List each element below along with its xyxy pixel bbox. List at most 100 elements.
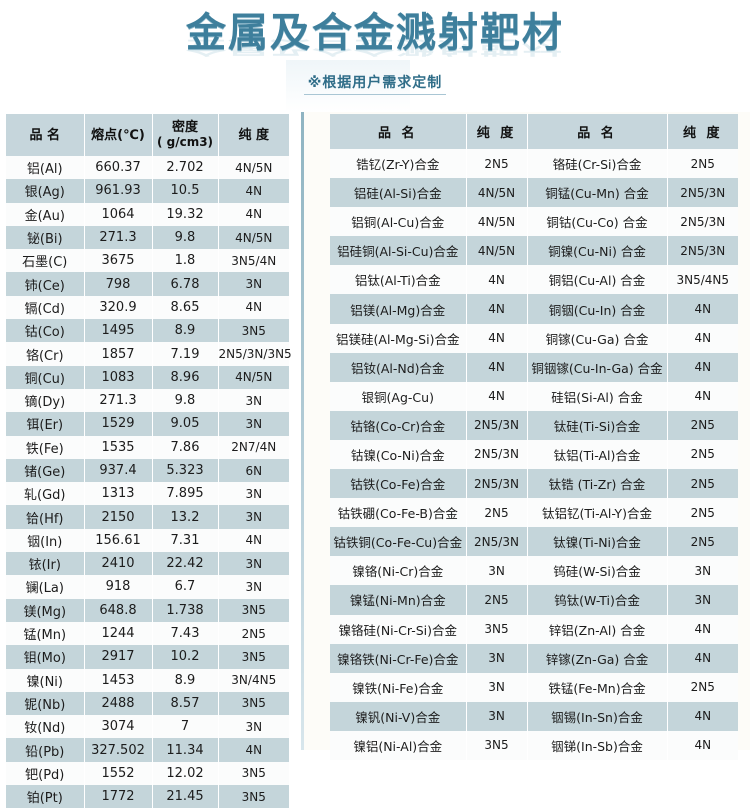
density-cell: 10.2 (152, 645, 219, 669)
density-cell: 9.8 (152, 225, 219, 250)
table-row: 铝镁(Al-Mg)合金 4N 铜铟(Cu-In) 合金 4N (330, 294, 738, 324)
alloy-purity-cell-b: 2N5 (667, 469, 738, 499)
alloy-name-cell-a: 铝铜(Al-Cu)合金 (330, 207, 467, 237)
metal-name-cell: 镁(Mg) (6, 598, 85, 622)
metals-table-container: 品 名 熔点(℃) 密度 ( g/cm3) 纯 度 铝(Al) 660.37 2.7… (6, 114, 292, 808)
asterisk-mark-icon: ※ (307, 75, 323, 91)
metal-name-cell: 铬(Cr) (6, 342, 85, 366)
melting-point-cell: 648.8 (84, 598, 153, 622)
melting-point-cell: 1453 (84, 668, 153, 692)
table-row: 镉(Cd) 320.9 8.65 4N (6, 295, 289, 320)
alloy-name-cell-b: 铜铟(Cu-In) 合金 (527, 294, 668, 324)
purity-cell: 4N (218, 738, 289, 762)
alloy-purity-cell-b: 3N (667, 556, 738, 586)
alloy-purity-cell-b: 4N (667, 294, 738, 324)
alloy-purity-cell-a: 2N5/3N (466, 527, 528, 557)
table-row: 钼(Mo) 2917 10.2 3N5 (6, 645, 289, 669)
alloy-name-cell-a: 镍铁(Ni-Fe)合金 (330, 672, 467, 702)
table-row: 铝(Al) 660.37 2.702 4N/5N (6, 156, 289, 180)
table-row: 金(Au) 1064 19.32 4N (6, 202, 289, 226)
col-header-density: 密度 ( g/cm3) (152, 114, 219, 156)
alloy-name-cell-a: 镍钒(Ni-V)合金 (330, 701, 467, 731)
melting-point-cell: 1313 (84, 482, 153, 506)
purity-cell: 3N (218, 552, 289, 576)
table-row: 钴(Co) 1495 8.9 3N5 (6, 319, 289, 343)
purity-cell: 3N/4N5 (218, 668, 289, 692)
metal-name-cell: 铅(Pb) (6, 738, 85, 762)
melting-point-cell: 1535 (84, 435, 153, 459)
table-row: 钴镍(Co-Ni)合金 2N5/3N 钛铝(Ti-Al)合金 2N5 (330, 439, 738, 470)
melting-point-cell: 2488 (84, 691, 153, 716)
alloy-purity-cell-a: 2N5 (466, 149, 528, 179)
col-header-alloy-purity-b: 纯 度 (667, 114, 738, 149)
alloy-purity-cell-b: 2N5 (667, 439, 738, 470)
density-cell: 22.42 (152, 552, 219, 576)
alloy-name-cell-a: 铝镁(Al-Mg)合金 (330, 294, 467, 324)
alloys-table-container: 品 名 纯 度 品 名 纯 度 锆钇(Zr-Y)合金 2N5 铬硅(Cr-Si)合金… (330, 114, 738, 760)
metal-name-cell: 钼(Mo) (6, 645, 85, 669)
table-row: 石墨(C) 3675 1.8 3N5/4N (6, 249, 289, 273)
alloy-name-cell-a: 钴镍(Co-Ni)合金 (330, 439, 467, 470)
alloy-name-cell-b: 硅铝(Si-Al) 合金 (527, 381, 668, 411)
alloy-name-cell-a: 钴铬(Co-Cr)合金 (330, 410, 467, 440)
alloy-purity-cell-a: 4N/5N (466, 207, 528, 237)
metal-name-cell: 钕(Nd) (6, 715, 85, 739)
alloy-purity-cell-a: 4N/5N (466, 178, 528, 208)
metal-name-cell: 钯(Pd) (6, 761, 85, 786)
alloy-name-cell-a: 镍铬铁(Ni-Cr-Fe)合金 (330, 643, 467, 673)
alloy-purity-cell-b: 2N5 (667, 149, 738, 179)
metal-name-cell: 铂(Pt) (6, 785, 85, 808)
density-cell: 6.78 (152, 272, 219, 296)
col-header-alloy-purity-a: 纯 度 (466, 114, 528, 149)
metal-name-cell: 锗(Ge) (6, 458, 85, 483)
table-row: 钴铁硼(Co-Fe-B)合金 2N5 钛铝钇(Ti-Al-Y)合金 2N5 (330, 498, 738, 528)
table-row: 铜(Cu) 1083 8.96 4N/5N (6, 365, 289, 389)
table-row: 铂(Pt) 1772 21.45 3N5 (6, 785, 289, 808)
melting-point-cell: 1552 (84, 761, 153, 786)
density-cell: 11.34 (152, 738, 219, 762)
col-header-density-unit: ( g/cm3) (156, 135, 214, 149)
page-header: 金属及合金溅射靶材 金属及合金溅射靶材 ※根据用户需求定制 (0, 0, 750, 112)
melting-point-cell: 2917 (84, 645, 153, 669)
metal-name-cell: 镧(La) (6, 575, 85, 599)
alloys-table: 品 名 纯 度 品 名 纯 度 锆钇(Zr-Y)合金 2N5 铬硅(Cr-Si)合金… (330, 114, 738, 760)
alloy-purity-cell-b: 4N (667, 730, 738, 760)
alloy-purity-cell-a: 4N (466, 265, 528, 295)
purity-cell: 4N/5N (218, 225, 289, 250)
purity-cell: 4N (218, 179, 289, 203)
col-header-alloy-name-a: 品 名 (330, 114, 467, 149)
density-cell: 7.19 (152, 342, 219, 366)
alloy-name-cell-a: 银铜(Ag-Cu) (330, 381, 467, 411)
density-cell: 8.96 (152, 365, 219, 389)
alloy-purity-cell-b: 4N (667, 381, 738, 411)
purity-cell: 4N (218, 295, 289, 320)
density-cell: 7.895 (152, 482, 219, 506)
alloy-purity-cell-b: 2N5/3N (667, 236, 738, 266)
alloy-name-cell-a: 钴铁铜(Co-Fe-Cu)合金 (330, 527, 467, 557)
alloy-name-cell-a: 镍铬(Ni-Cr)合金 (330, 556, 467, 586)
metal-name-cell: 铪(Hf) (6, 505, 85, 529)
alloy-name-cell-a: 钴铁硼(Co-Fe-B)合金 (330, 498, 467, 528)
table-row: 铝铜(Al-Cu)合金 4N/5N 铜钴(Cu-Co) 合金 2N5/3N (330, 207, 738, 237)
alloy-name-cell-b: 铟锑(In-Sb)合金 (527, 730, 668, 760)
density-cell: 1.8 (152, 249, 219, 273)
alloys-table-header-row: 品 名 纯 度 品 名 纯 度 (330, 114, 738, 149)
table-row: 钴铁铜(Co-Fe-Cu)合金 2N5/3N 钛镍(Ti-Ni)合金 2N5 (330, 527, 738, 557)
alloy-name-cell-b: 铜铝(Cu-Al) 合金 (527, 265, 668, 295)
col-header-density-label: 密度 (171, 120, 198, 135)
alloy-name-cell-b: 铁锰(Fe-Mn)合金 (527, 672, 668, 702)
alloy-purity-cell-a: 4N/5N (466, 236, 528, 266)
melting-point-cell: 1772 (84, 785, 153, 808)
alloy-name-cell-a: 镍铬硅(Ni-Cr-Si)合金 (330, 614, 467, 644)
alloy-purity-cell-a: 3N (466, 672, 528, 702)
melting-point-cell: 2150 (84, 505, 153, 529)
alloy-purity-cell-a: 4N (466, 381, 528, 411)
table-row: 锗(Ge) 937.4 5.323 6N (6, 458, 289, 483)
table-row: 铌(Nb) 2488 8.57 3N5 (6, 691, 289, 716)
purity-cell: 6N (218, 458, 289, 483)
melting-point-cell: 320.9 (84, 295, 153, 320)
purity-cell: 3N5 (218, 785, 289, 808)
alloy-name-cell-b: 钛铝(Ti-Al)合金 (527, 439, 668, 470)
metal-name-cell: 金(Au) (6, 202, 85, 226)
table-row: 铬(Cr) 1857 7.19 2N5/3N/3N5 (6, 342, 292, 366)
